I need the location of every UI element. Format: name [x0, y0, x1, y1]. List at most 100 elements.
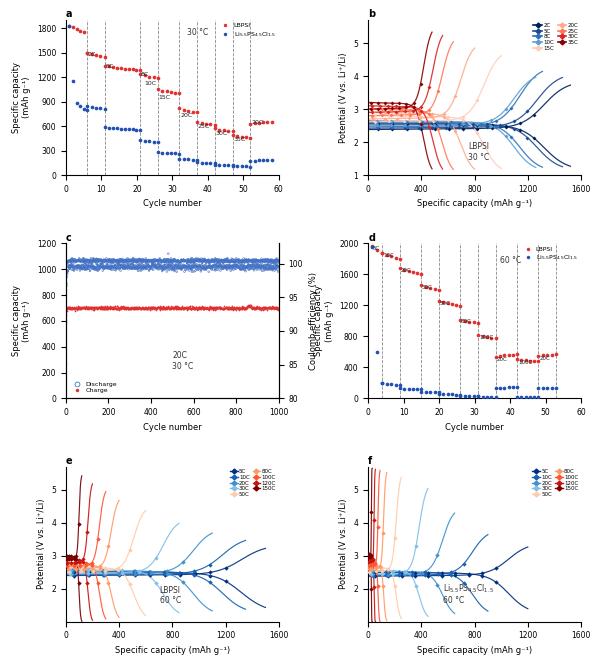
Point	[154, 256, 164, 267]
Point	[142, 264, 152, 275]
Point	[161, 259, 170, 270]
Point	[237, 303, 247, 314]
Point	[239, 302, 249, 313]
Point	[386, 379, 396, 390]
Point	[210, 303, 220, 313]
Point	[252, 259, 261, 270]
Point	[179, 255, 189, 265]
Point	[135, 303, 145, 313]
Point	[491, 383, 501, 394]
Point	[222, 260, 232, 271]
Point	[381, 567, 391, 577]
Point	[202, 256, 211, 267]
Point	[165, 256, 174, 267]
Point	[150, 262, 160, 273]
Point	[89, 261, 99, 272]
Point	[236, 257, 246, 267]
Point	[202, 255, 212, 265]
Point	[116, 261, 126, 271]
Point	[159, 567, 169, 577]
Point	[161, 254, 170, 265]
Point	[63, 256, 72, 267]
Point	[231, 256, 241, 267]
Point	[89, 261, 98, 271]
Point	[199, 303, 208, 313]
Point	[171, 263, 181, 274]
Point	[167, 261, 176, 271]
Point	[82, 303, 92, 314]
Legend: 2C, 5C, 8C, 10C, 15C, 20C, 25C, 30C, 35C: 2C, 5C, 8C, 10C, 15C, 20C, 25C, 30C, 35C	[534, 23, 578, 51]
Point	[262, 264, 271, 275]
Point	[147, 255, 157, 266]
Point	[200, 260, 210, 271]
Point	[114, 259, 123, 270]
Point	[112, 255, 122, 266]
Point	[143, 257, 152, 267]
Point	[190, 259, 199, 269]
Point	[146, 255, 156, 265]
Point	[68, 254, 78, 265]
Point	[89, 255, 99, 266]
Point	[245, 300, 255, 311]
Point	[112, 255, 122, 266]
Point	[168, 262, 177, 273]
Point	[144, 255, 154, 265]
Point	[90, 262, 99, 273]
Text: LBPSI
60 °C: LBPSI 60 °C	[159, 586, 181, 605]
Point	[372, 346, 382, 357]
Point	[464, 390, 474, 401]
Point	[140, 261, 149, 272]
Point	[389, 565, 398, 576]
Point	[129, 302, 139, 313]
Point	[192, 255, 202, 265]
Point	[108, 301, 117, 312]
Point	[126, 259, 135, 269]
Point	[92, 303, 101, 313]
Point	[150, 260, 159, 271]
Point	[368, 563, 377, 574]
Point	[182, 262, 192, 273]
Point	[243, 301, 253, 311]
Point	[65, 21, 74, 31]
Point	[190, 568, 200, 579]
Point	[235, 263, 245, 273]
Point	[146, 303, 155, 313]
Point	[180, 260, 189, 271]
Point	[371, 566, 380, 577]
Point	[75, 255, 84, 266]
Point	[83, 48, 92, 59]
Point	[113, 304, 122, 315]
Point	[197, 257, 207, 268]
Point	[153, 301, 163, 312]
Point	[274, 256, 283, 267]
Point	[135, 124, 145, 135]
Point	[111, 255, 121, 265]
Point	[89, 305, 98, 315]
Point	[174, 303, 183, 314]
Point	[225, 304, 235, 315]
Point	[250, 257, 260, 267]
Point	[65, 263, 75, 274]
Point	[99, 302, 108, 313]
Point	[258, 256, 267, 267]
Point	[211, 303, 220, 313]
Point	[486, 120, 496, 131]
Point	[159, 301, 168, 312]
Point	[111, 257, 121, 267]
Point	[464, 569, 474, 579]
Point	[68, 265, 77, 275]
Point	[246, 255, 255, 266]
Point	[156, 255, 166, 266]
Point	[126, 255, 136, 266]
Point	[179, 256, 189, 267]
Point	[107, 303, 117, 314]
Point	[229, 301, 239, 312]
Point	[90, 257, 100, 267]
Point	[204, 267, 213, 277]
Point	[415, 120, 424, 130]
Point	[107, 261, 116, 272]
Point	[228, 303, 237, 314]
Point	[121, 303, 131, 314]
Point	[248, 257, 258, 267]
Point	[96, 256, 105, 267]
